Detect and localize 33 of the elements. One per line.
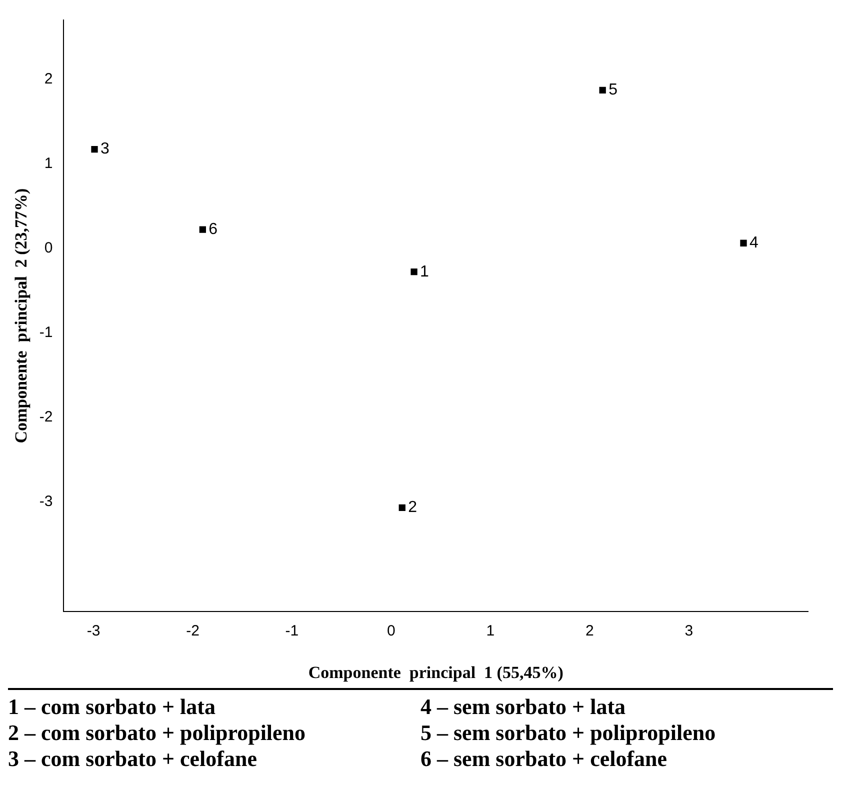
text: 2 – com sorbato + polipropileno — [8, 720, 307, 746]
text: 3 – com sorbato + celofane — [8, 746, 258, 772]
x-tick-label: -2 — [186, 622, 200, 640]
point — [599, 86, 606, 94]
y-tick-label: -1 — [39, 324, 53, 341]
point — [398, 504, 406, 511]
y-tick-label: -3 — [39, 492, 53, 510]
point — [91, 146, 98, 153]
y-tick-label: 0 — [44, 239, 53, 256]
annotation: 2 — [408, 499, 418, 516]
annotation: 4 — [749, 234, 758, 252]
annotation: 1 — [420, 263, 430, 280]
x-tick-label: -3 — [86, 622, 100, 640]
annotation: 5 — [608, 82, 618, 99]
annotation: 6 — [208, 221, 218, 238]
point — [199, 226, 206, 233]
text: 5 – sem sorbato + polipropileno — [420, 720, 717, 746]
x-tick-label: -1 — [285, 622, 299, 640]
text: 1 – com sorbato + lata — [8, 694, 216, 720]
text: 6 – sem sorbato + celofane — [420, 746, 668, 772]
annotation: 3 — [100, 140, 110, 158]
x-tick-label: 1 — [486, 622, 495, 640]
x-axis-title: Componente principal 1 (55,45%) — [308, 663, 564, 682]
point — [410, 268, 418, 276]
point — [740, 240, 747, 246]
y-tick-label: 1 — [44, 154, 53, 172]
y-tick-label: 2 — [44, 70, 53, 88]
x-tick-label: 2 — [586, 622, 594, 640]
y-tick-label: -2 — [39, 408, 53, 426]
text: 4 – sem sorbato + lata — [420, 694, 627, 720]
x-tick-label: 3 — [684, 622, 694, 640]
x-tick-label: 0 — [387, 622, 396, 640]
y-axis-title: Componente principal 2 (23,77%) — [12, 188, 31, 444]
